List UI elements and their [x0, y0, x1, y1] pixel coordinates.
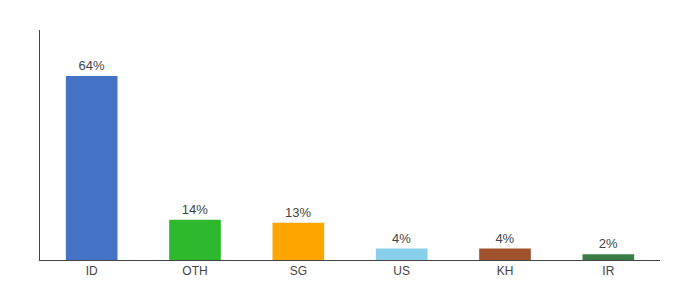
svg-text:ID: ID: [86, 264, 98, 278]
svg-text:IR: IR: [602, 264, 614, 278]
svg-text:US: US: [393, 264, 410, 278]
svg-text:4%: 4%: [495, 231, 514, 246]
svg-text:64%: 64%: [78, 58, 104, 73]
svg-text:13%: 13%: [285, 205, 311, 220]
svg-text:2%: 2%: [599, 236, 618, 251]
svg-text:14%: 14%: [182, 202, 208, 217]
svg-text:SG: SG: [290, 264, 307, 278]
svg-text:KH: KH: [497, 264, 514, 278]
svg-text:4%: 4%: [392, 231, 411, 246]
svg-text:OTH: OTH: [182, 264, 207, 278]
